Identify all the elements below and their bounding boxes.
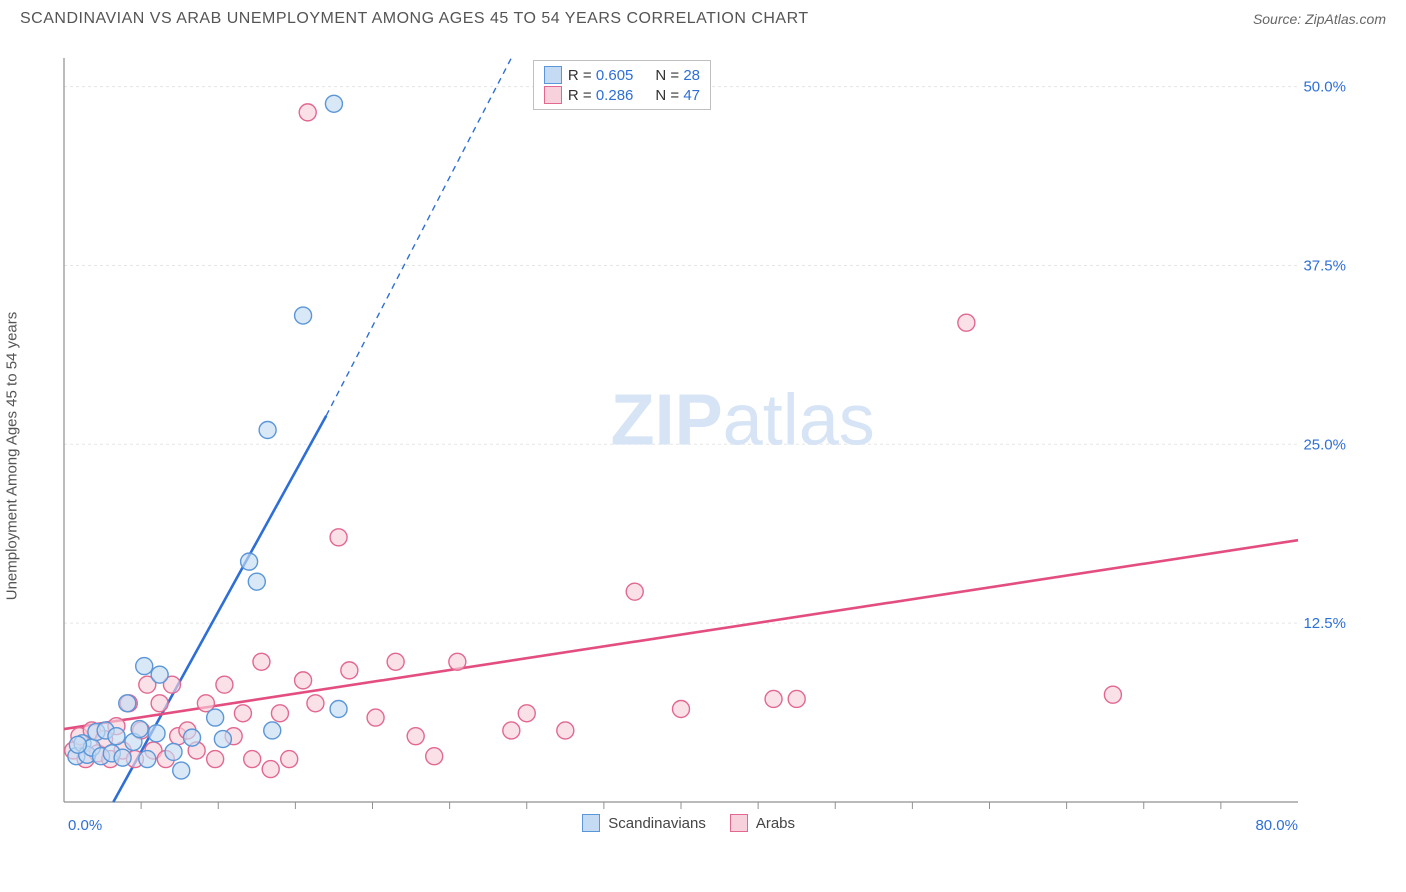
legend-swatch-icon: [544, 86, 562, 104]
svg-text:0.0%: 0.0%: [68, 817, 102, 834]
correlation-legend: R = 0.605 N = 28 R = 0.286 N = 47: [533, 60, 711, 110]
legend-r-label: R = 0.286: [568, 87, 633, 104]
svg-text:12.5%: 12.5%: [1303, 615, 1346, 632]
legend-swatch-icon: [730, 814, 748, 832]
svg-text:25.0%: 25.0%: [1303, 436, 1346, 453]
y-axis-label: Unemployment Among Ages 45 to 54 years: [4, 312, 21, 601]
svg-text:ZIPatlas: ZIPatlas: [611, 380, 875, 460]
legend-n-label: N = 47: [655, 87, 700, 104]
chart-title: SCANDINAVIAN VS ARAB UNEMPLOYMENT AMONG …: [20, 10, 809, 28]
legend-item: Arabs: [730, 814, 795, 832]
svg-text:37.5%: 37.5%: [1303, 257, 1346, 274]
legend-series-label: Scandinavians: [608, 815, 706, 832]
source-label: Source: ZipAtlas.com: [1253, 11, 1386, 27]
scatter-plot: ZIPatlas 12.5% 25.0% 37.5% 50.0% 0.0% 80.0% R …: [58, 44, 1386, 868]
series-legend: Scandinavians Arabs: [582, 814, 795, 832]
legend-series-label: Arabs: [756, 815, 795, 832]
legend-r-label: R = 0.605: [568, 67, 633, 84]
legend-n-label: N = 28: [655, 67, 700, 84]
legend-swatch-icon: [544, 66, 562, 84]
legend-row: R = 0.286 N = 47: [544, 85, 700, 105]
svg-text:80.0%: 80.0%: [1255, 817, 1298, 834]
legend-swatch-icon: [582, 814, 600, 832]
svg-text:50.0%: 50.0%: [1303, 79, 1346, 96]
legend-row: R = 0.605 N = 28: [544, 65, 700, 85]
legend-item: Scandinavians: [582, 814, 706, 832]
